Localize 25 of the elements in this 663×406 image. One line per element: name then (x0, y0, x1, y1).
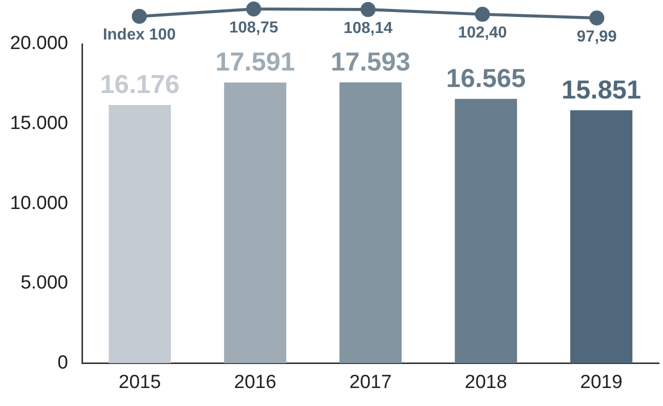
point (474, 6, 490, 22)
y-tick-label: 0 (58, 352, 68, 374)
y-tick-label: 10.000 (10, 192, 68, 214)
data-label: 16.565 (446, 62, 526, 93)
y-tick-label: 15.000 (10, 113, 68, 134)
point (360, 2, 376, 18)
data-label: 15.851 (562, 74, 642, 104)
data-label: 108,75 (229, 19, 278, 36)
data-label: 97,99 (576, 28, 617, 46)
y-tick-label: 20.000 (10, 33, 68, 54)
point (246, 2, 262, 16)
data-label: 108,14 (344, 20, 393, 37)
x-tick-label: 2019 (580, 372, 622, 393)
data-label: Index 100 (102, 26, 176, 44)
x-tick-label: 2015 (118, 372, 161, 393)
point (132, 8, 147, 24)
x-tick-label: 2017 (349, 372, 392, 393)
data-label: 16.176 (100, 69, 180, 100)
point (589, 10, 604, 26)
data-label: 102,40 (458, 24, 508, 42)
data-label: 17.591 (215, 46, 295, 77)
x-tick-label: 2016 (234, 372, 276, 393)
x-tick-label: 2018 (464, 372, 508, 393)
y-tick-label: 5.000 (20, 272, 68, 294)
data-label: 17.593 (330, 46, 410, 77)
